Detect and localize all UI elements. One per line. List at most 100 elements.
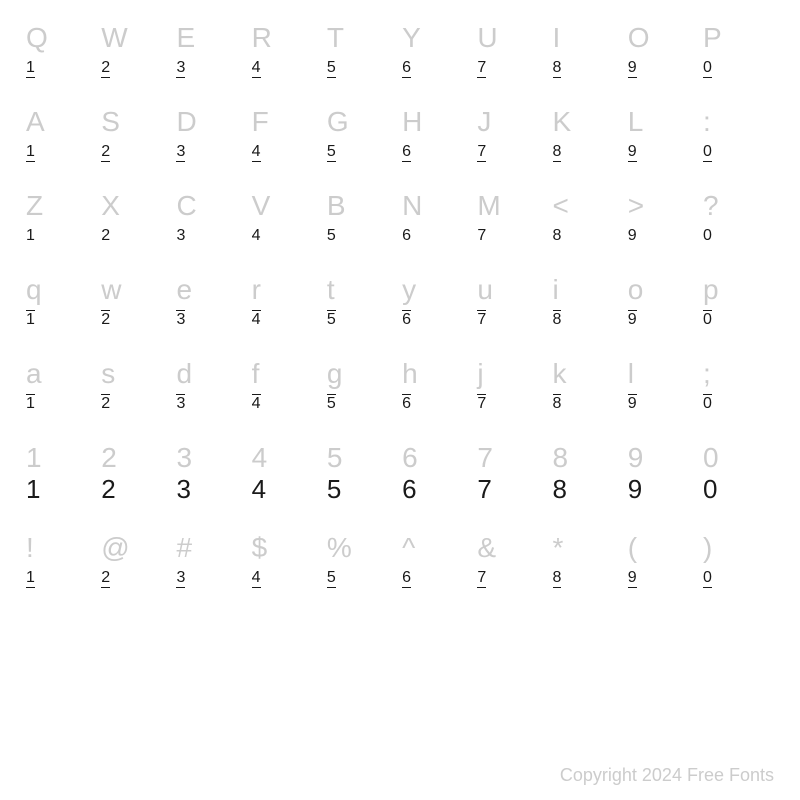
grid-cell: 22	[99, 440, 174, 530]
cell-glyph: 7	[477, 440, 493, 476]
cell-number: 1	[26, 144, 35, 160]
cell-glyph: Q	[26, 20, 48, 56]
cell-glyph: >	[628, 188, 644, 224]
grid-cell: )0	[701, 530, 776, 614]
cell-number: 9	[628, 570, 637, 586]
grid-cell: A1	[24, 104, 99, 188]
copyright-text: Copyright 2024 Free Fonts	[560, 765, 774, 786]
cell-glyph: w	[101, 272, 121, 308]
cell-glyph: p	[703, 272, 719, 308]
cell-number: 2	[101, 476, 115, 502]
grid-cell: j7	[475, 356, 550, 440]
grid-cell: 88	[551, 440, 626, 530]
cell-glyph: C	[176, 188, 196, 224]
cell-glyph: I	[553, 20, 561, 56]
cell-number: 5	[327, 144, 336, 160]
cell-glyph: $	[252, 530, 268, 566]
grid-cell: d3	[174, 356, 249, 440]
cell-glyph: (	[628, 530, 637, 566]
cell-number: 1	[26, 476, 40, 502]
grid-cell: P0	[701, 20, 776, 104]
cell-number: 1	[26, 570, 35, 586]
cell-number: 4	[252, 144, 261, 160]
grid-cell: 99	[626, 440, 701, 530]
grid-cell: ^6	[400, 530, 475, 614]
cell-glyph: ^	[402, 530, 415, 566]
cell-glyph: Y	[402, 20, 421, 56]
cell-glyph: N	[402, 188, 422, 224]
cell-number: 2	[101, 228, 110, 244]
cell-number: 5	[327, 570, 336, 586]
grid-cell: G5	[325, 104, 400, 188]
grid-cell: o9	[626, 272, 701, 356]
cell-glyph: 1	[26, 440, 42, 476]
grid-cell: L9	[626, 104, 701, 188]
cell-glyph: !	[26, 530, 34, 566]
cell-glyph: u	[477, 272, 493, 308]
cell-glyph: E	[176, 20, 195, 56]
cell-number: 8	[553, 396, 562, 412]
cell-glyph: G	[327, 104, 349, 140]
cell-number: 6	[402, 570, 411, 586]
cell-glyph: d	[176, 356, 192, 392]
cell-number: 8	[553, 60, 562, 76]
grid-cell: #3	[174, 530, 249, 614]
grid-row: a1s2d3f4g5h6j7k8l9;0	[24, 356, 776, 440]
cell-number: 5	[327, 60, 336, 76]
grid-cell: X2	[99, 188, 174, 272]
cell-number: 8	[553, 228, 562, 244]
grid-cell: f4	[250, 356, 325, 440]
cell-glyph: X	[101, 188, 120, 224]
cell-number: 3	[176, 144, 185, 160]
cell-glyph: h	[402, 356, 418, 392]
cell-number: 2	[101, 396, 110, 412]
cell-glyph: t	[327, 272, 335, 308]
grid-row: !1@2#3$4%5^6&7*8(9)0	[24, 530, 776, 614]
cell-number: 4	[252, 228, 261, 244]
cell-glyph: J	[477, 104, 491, 140]
cell-glyph: F	[252, 104, 269, 140]
grid-cell: s2	[99, 356, 174, 440]
cell-glyph: <	[553, 188, 569, 224]
cell-glyph: T	[327, 20, 344, 56]
cell-glyph: ;	[703, 356, 711, 392]
cell-number: 3	[176, 312, 185, 328]
cell-number: 3	[176, 476, 190, 502]
cell-number: 4	[252, 570, 261, 586]
cell-number: 8	[553, 144, 562, 160]
grid-cell: H6	[400, 104, 475, 188]
grid-row: q1w2e3r4t5y6u7i8o9p0	[24, 272, 776, 356]
cell-glyph: :	[703, 104, 711, 140]
cell-number: 8	[553, 312, 562, 328]
grid-cell: J7	[475, 104, 550, 188]
grid-cell: 33	[174, 440, 249, 530]
grid-cell: Z1	[24, 188, 99, 272]
cell-number: 0	[703, 144, 712, 160]
cell-number: 0	[703, 476, 717, 502]
grid-row: Q1W2E3R4T5Y6U7I8O9P0	[24, 20, 776, 104]
cell-number: 3	[176, 60, 185, 76]
cell-number: 2	[101, 144, 110, 160]
cell-number: 6	[402, 476, 416, 502]
grid-cell: >9	[626, 188, 701, 272]
cell-glyph: 8	[553, 440, 569, 476]
grid-cell: u7	[475, 272, 550, 356]
cell-number: 5	[327, 312, 336, 328]
cell-glyph: a	[26, 356, 42, 392]
cell-glyph: #	[176, 530, 192, 566]
cell-glyph: y	[402, 272, 416, 308]
grid-cell: T5	[325, 20, 400, 104]
grid-cell: 55	[325, 440, 400, 530]
grid-cell: r4	[250, 272, 325, 356]
grid-cell: Y6	[400, 20, 475, 104]
cell-glyph: j	[477, 356, 483, 392]
grid-cell: U7	[475, 20, 550, 104]
cell-number: 9	[628, 228, 637, 244]
cell-number: 8	[553, 476, 567, 502]
cell-number: 0	[703, 312, 712, 328]
cell-number: 4	[252, 476, 266, 502]
cell-glyph: e	[176, 272, 192, 308]
cell-number: 6	[402, 60, 411, 76]
grid-cell: D3	[174, 104, 249, 188]
grid-cell: 11	[24, 440, 99, 530]
